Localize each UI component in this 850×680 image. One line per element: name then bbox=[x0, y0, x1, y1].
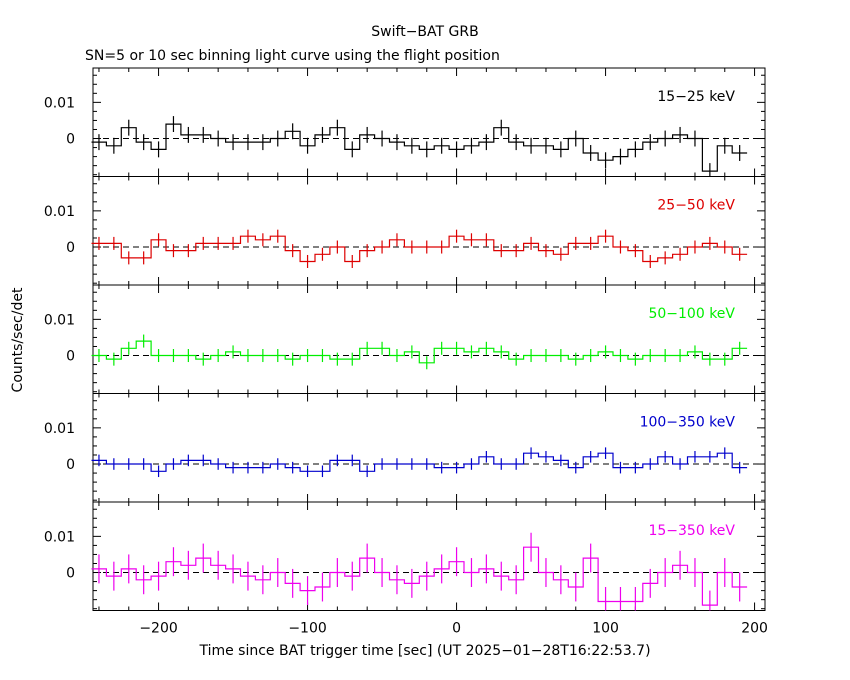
y-tick-label: 0 bbox=[66, 566, 75, 582]
y-tick-label: 0 bbox=[66, 349, 75, 365]
y-axis-label: Counts/sec/det bbox=[10, 287, 26, 392]
x-tick-label: 0 bbox=[452, 621, 461, 637]
series-step-line bbox=[91, 546, 748, 606]
series-label: 50−100 keV bbox=[648, 306, 735, 322]
series-label: 15−25 keV bbox=[657, 89, 735, 105]
x-tick-label: 200 bbox=[741, 621, 768, 637]
series-step-line bbox=[91, 452, 748, 472]
chart-subtitle: SN=5 or 10 sec binning light curve using… bbox=[85, 48, 500, 64]
panel-frame bbox=[92, 176, 766, 286]
series-step-line bbox=[91, 235, 748, 263]
panel-frame bbox=[92, 393, 766, 503]
panel-1: 0 0.01 15−25 keV bbox=[44, 67, 766, 177]
panel-frame bbox=[92, 501, 766, 611]
series-step-line bbox=[91, 123, 748, 172]
series-step-line bbox=[91, 340, 748, 364]
y-tick-label: 0.01 bbox=[44, 95, 75, 111]
series-label: 15−350 keV bbox=[648, 523, 735, 539]
panel-2: 0 0.01 25−50 keV bbox=[44, 176, 766, 286]
x-tick-label: −100 bbox=[288, 621, 326, 637]
x-axis-label: Time since BAT trigger time [sec] (UT 20… bbox=[198, 643, 650, 659]
panel-4: 0 0.01 100−350 keV bbox=[44, 393, 766, 503]
panel-5: 0 0.01 15−350 keV −200 −100 0 100 200 bbox=[44, 501, 768, 637]
panel-frame bbox=[92, 67, 766, 177]
panel-frame bbox=[92, 284, 766, 394]
y-tick-label: 0.01 bbox=[44, 312, 75, 328]
y-tick-label: 0 bbox=[66, 132, 75, 148]
y-tick-label: 0.01 bbox=[44, 204, 75, 220]
y-tick-label: 0.01 bbox=[44, 421, 75, 437]
chart-title: Swift−BAT GRB bbox=[371, 24, 478, 40]
x-tick-label: 100 bbox=[592, 621, 619, 637]
series-label: 100−350 keV bbox=[640, 415, 736, 431]
panel-3: 0 0.01 50−100 keV bbox=[44, 284, 766, 394]
y-tick-label: 0.01 bbox=[44, 529, 75, 545]
x-tick-label: −200 bbox=[139, 621, 177, 637]
y-tick-label: 0 bbox=[66, 240, 75, 256]
y-tick-label: 0 bbox=[66, 457, 75, 473]
panels-group: 0 0.01 15−25 keV 0 0.01 25−50 keV 0 0.01 50−100 … bbox=[44, 67, 768, 637]
series-label: 25−50 keV bbox=[657, 198, 735, 214]
